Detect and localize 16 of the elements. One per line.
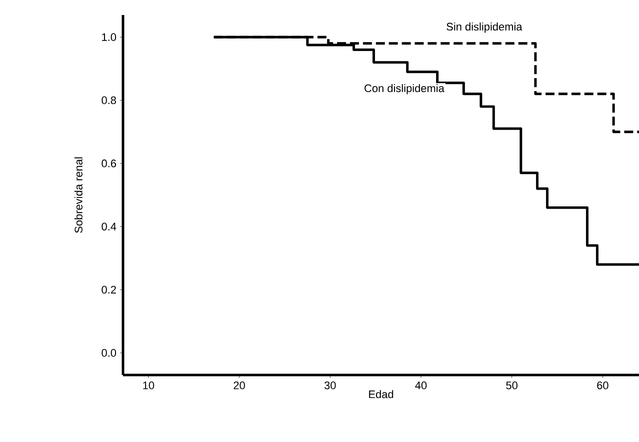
x-tick-label: 50 bbox=[506, 382, 518, 390]
y-tick-label: 0.4 bbox=[102, 222, 116, 230]
y-tick-label: 0.6 bbox=[102, 160, 116, 168]
x-tick-label: 60 bbox=[597, 382, 608, 390]
y-tick-label: 0.2 bbox=[102, 286, 116, 294]
x-axis-title: Edad bbox=[369, 390, 394, 398]
x-tick-label: 10 bbox=[143, 382, 154, 390]
x-tick-label: 20 bbox=[234, 382, 245, 390]
series-label: Sin dislipidemia bbox=[446, 22, 522, 33]
y-axis-title: Sobrevida renal bbox=[74, 157, 82, 233]
x-tick-label: 30 bbox=[324, 382, 336, 390]
y-tick-label: 1.0 bbox=[102, 33, 116, 41]
y-tick-label: 0.0 bbox=[102, 349, 116, 357]
y-tick-label: 0.8 bbox=[102, 96, 116, 104]
x-tick-label: 40 bbox=[415, 382, 427, 390]
series-label: Con dislipidemia bbox=[364, 84, 444, 94]
